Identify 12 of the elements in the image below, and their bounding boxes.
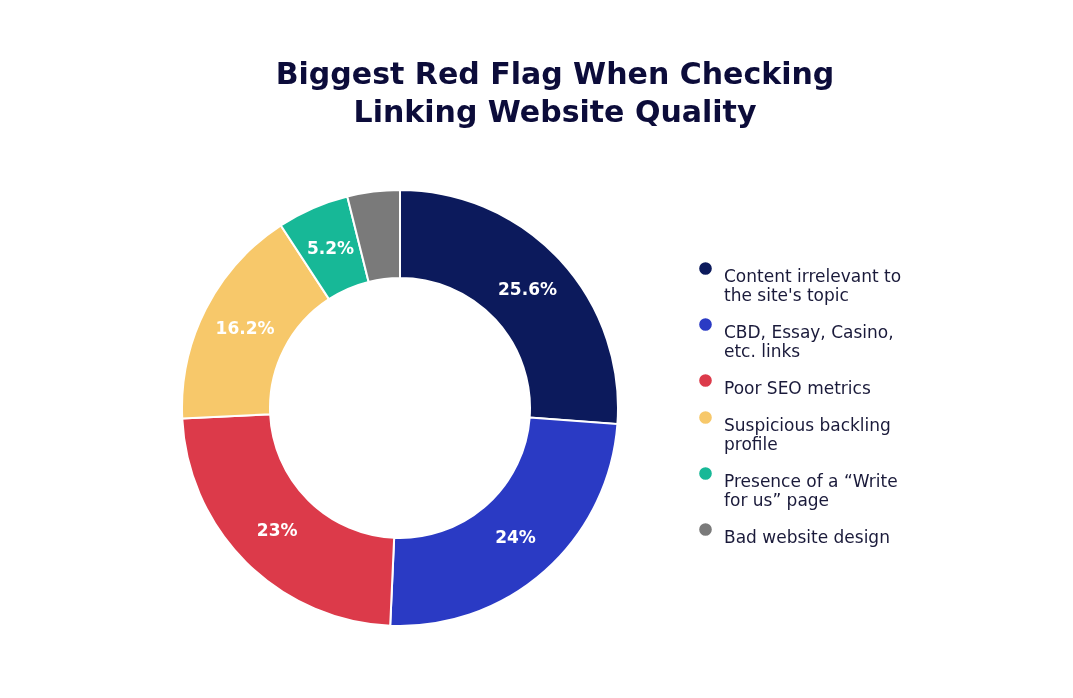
chart-title: Biggest Red Flag When Checking Linking Website Quality bbox=[275, 56, 835, 129]
legend-label: Bad website design bbox=[724, 526, 890, 547]
legend-label: Poor SEO metrics bbox=[724, 377, 871, 398]
legend-label: Content irrelevant to the site's topic bbox=[724, 265, 902, 305]
legend-label: Presence of a “Write for us” page bbox=[724, 470, 898, 510]
data-label: 5.2% bbox=[306, 237, 355, 258]
legend-label: Suspicious backling profile bbox=[724, 414, 891, 454]
data-label: 24% bbox=[495, 527, 536, 548]
data-label: 23% bbox=[256, 520, 298, 541]
data-label: 25.6% bbox=[498, 278, 557, 299]
data-label: 16.2% bbox=[215, 317, 275, 338]
legend-label: CBD, Essay, Casino, etc. links bbox=[724, 321, 894, 361]
